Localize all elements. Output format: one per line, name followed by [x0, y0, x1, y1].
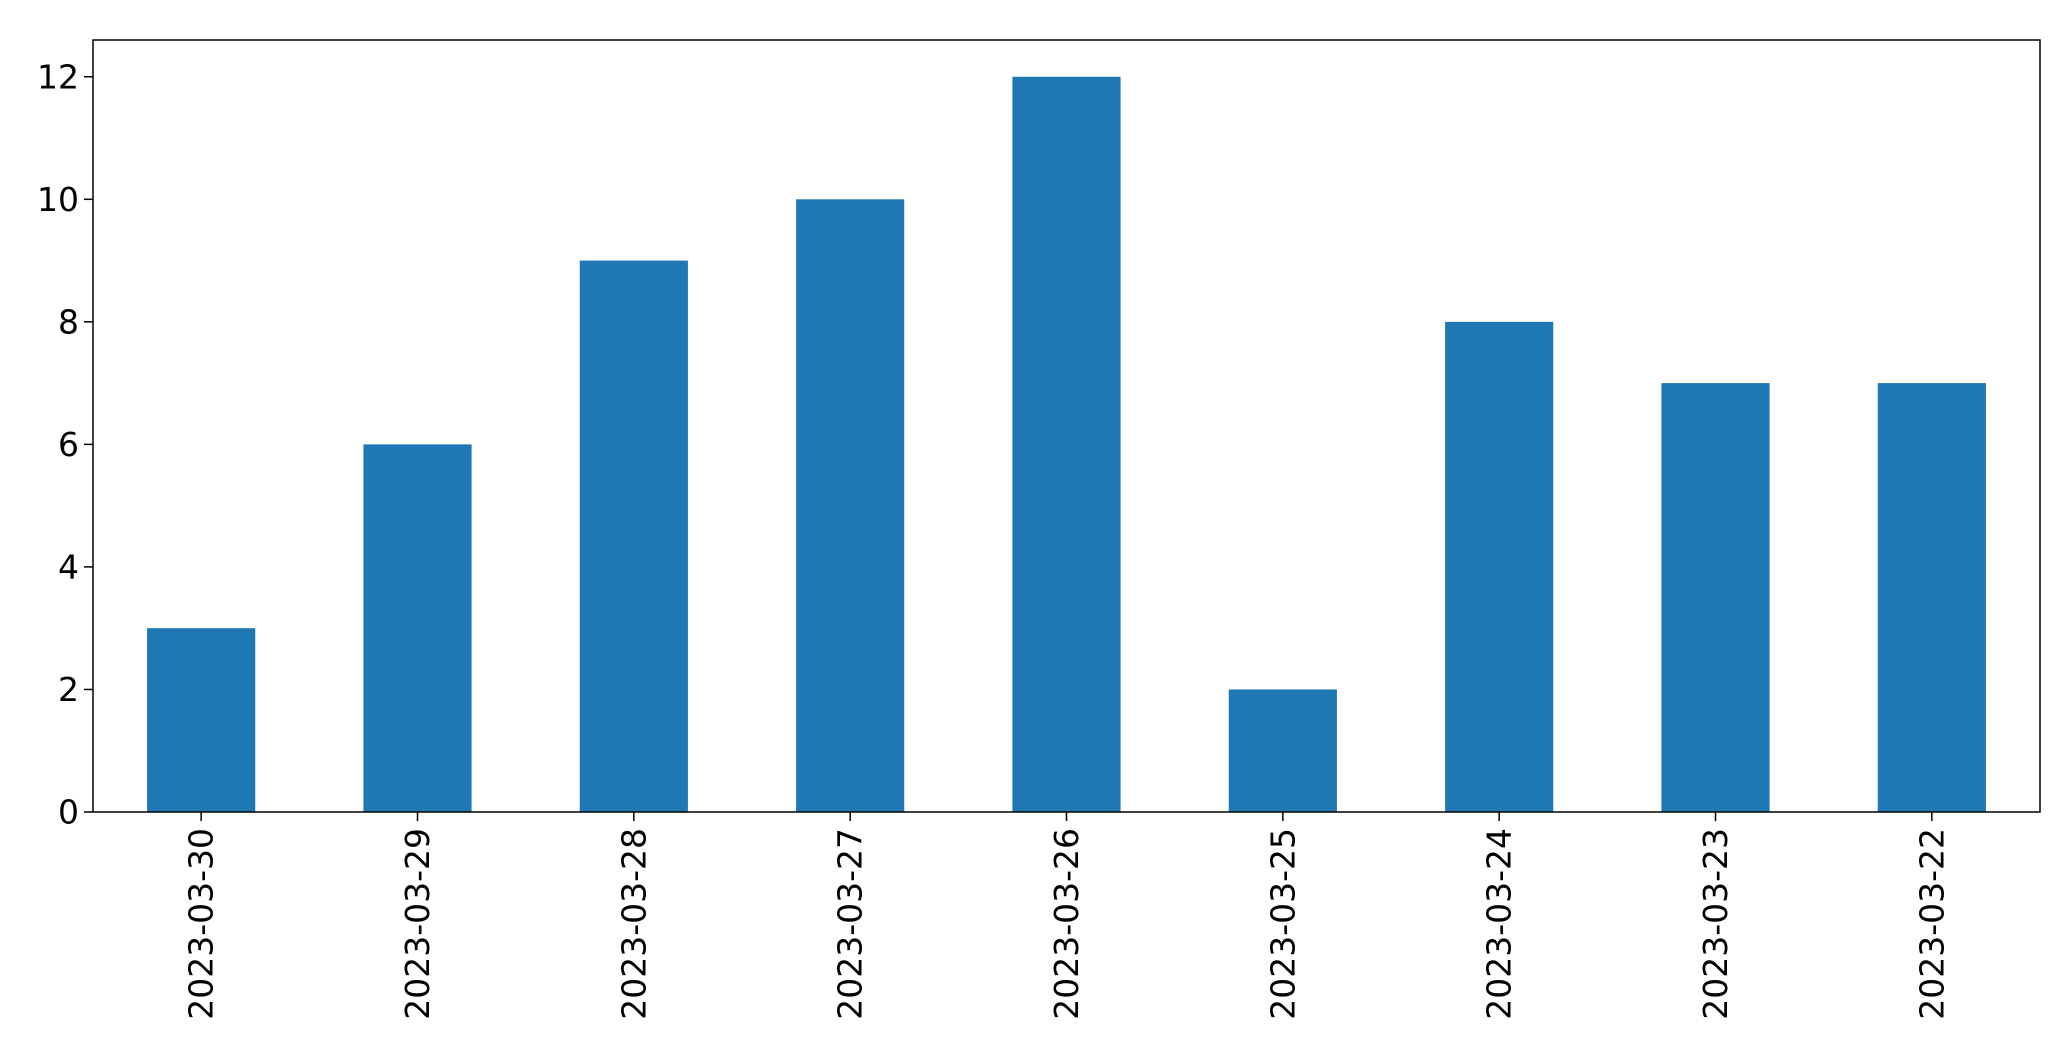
bar-2023-03-23 [1661, 383, 1770, 812]
x-tick-label: 2023-03-23 [1696, 828, 1735, 1020]
x-tick-label: 2023-03-22 [1912, 828, 1951, 1020]
bar-2023-03-28 [579, 260, 688, 813]
bar-2023-03-22 [1877, 383, 1986, 812]
bar-2023-03-26 [1012, 76, 1121, 812]
x-tick-label: 2023-03-30 [182, 828, 221, 1020]
x-tick-label: 2023-03-28 [614, 828, 653, 1020]
bars-group [147, 76, 1986, 813]
y-tick-label: 10 [37, 180, 79, 219]
bar-2023-03-27 [796, 199, 905, 813]
x-tick-label: 2023-03-25 [1263, 828, 1302, 1020]
x-axis: 2023-03-30 2023-03-29 2023-03-28 2023-03-27… [182, 812, 1951, 1020]
y-tick-label: 2 [58, 670, 79, 709]
y-axis: 0 2 4 6 8 10 12 [37, 57, 93, 832]
x-tick-label: 2023-03-24 [1480, 828, 1519, 1020]
y-tick-label: 4 [58, 547, 79, 586]
bar-2023-03-24 [1445, 321, 1554, 812]
y-tick-label: 8 [58, 302, 79, 341]
y-tick-label: 6 [58, 425, 79, 464]
bar-2023-03-25 [1228, 689, 1337, 812]
plot-frame [92, 39, 2041, 813]
bar-2023-03-30 [147, 628, 256, 812]
bar-2023-03-29 [363, 444, 472, 812]
x-tick-label: 2023-03-26 [1047, 828, 1086, 1020]
y-tick-label: 0 [58, 793, 79, 832]
x-tick-label: 2023-03-29 [398, 828, 437, 1020]
y-tick-label: 12 [37, 57, 79, 96]
x-tick-label: 2023-03-27 [831, 828, 870, 1020]
